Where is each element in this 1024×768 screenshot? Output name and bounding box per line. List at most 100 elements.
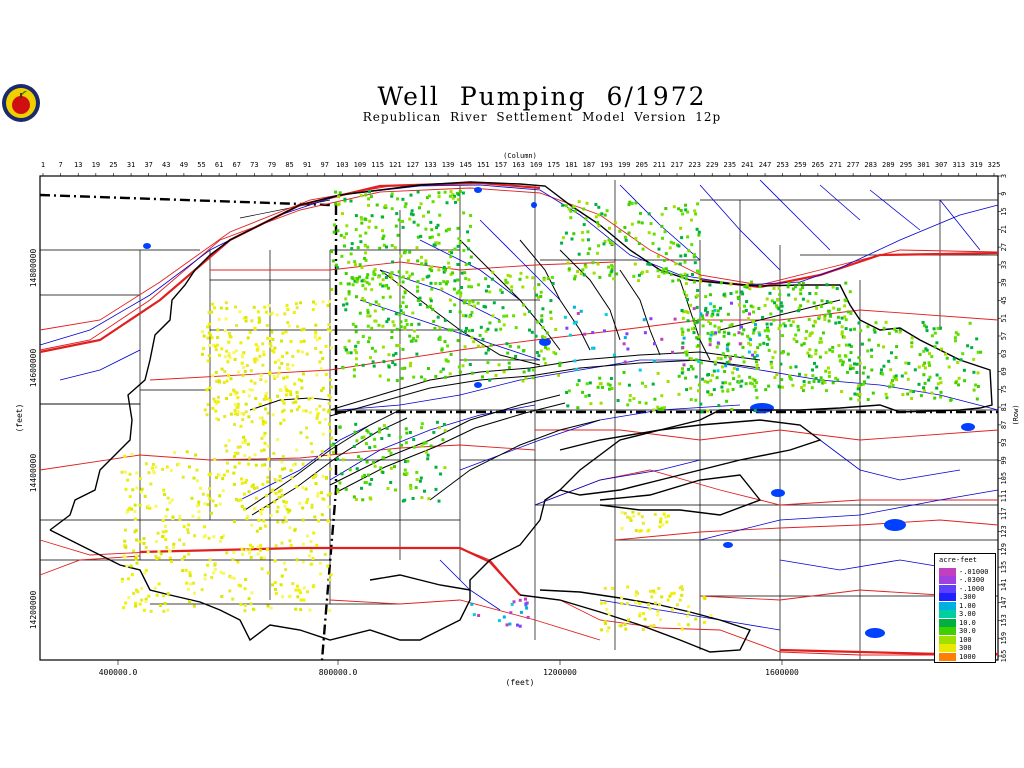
well-cell	[694, 617, 698, 621]
well-cell	[859, 383, 863, 387]
well-cell	[476, 344, 480, 348]
well-cell	[456, 244, 460, 248]
well-cell	[777, 286, 781, 290]
well-cell	[481, 344, 485, 348]
well-cell	[240, 547, 244, 551]
well-cell	[353, 430, 357, 434]
well-cell	[458, 190, 462, 193]
well-cell	[866, 325, 870, 329]
well-cell	[414, 339, 418, 343]
well-cell	[568, 333, 572, 337]
well-cell	[724, 381, 727, 385]
well-cell	[442, 270, 446, 274]
well-cell	[192, 581, 196, 585]
well-cell	[263, 431, 267, 435]
well-cell	[287, 510, 291, 514]
well-cell	[299, 431, 303, 435]
well-cell	[697, 389, 700, 393]
well-cell	[826, 309, 830, 313]
well-cell	[815, 285, 819, 289]
well-cell	[849, 328, 853, 332]
well-cell	[789, 365, 793, 369]
well-cell	[390, 244, 394, 247]
well-cell	[181, 569, 185, 573]
well-cell	[437, 499, 441, 503]
well-cell	[870, 348, 873, 352]
well-cell	[628, 200, 632, 204]
well-cell	[247, 394, 251, 398]
well-cell	[239, 603, 243, 606]
legend-swatch	[939, 627, 956, 635]
well-cell	[506, 281, 510, 285]
well-cell	[787, 318, 791, 322]
well-cell	[325, 476, 328, 479]
well-cell	[962, 368, 966, 372]
well-cell	[806, 299, 810, 303]
well-cell	[669, 272, 673, 276]
well-cell	[384, 204, 388, 208]
state-boundaries	[39, 193, 998, 661]
well-cell	[656, 405, 660, 409]
well-cell	[239, 498, 243, 502]
well-cell	[690, 357, 693, 361]
well-cell	[904, 361, 908, 365]
well-cell	[172, 545, 175, 549]
well-cell	[820, 340, 824, 344]
well-cell	[288, 595, 291, 599]
well-cell	[328, 395, 332, 399]
well-cell	[433, 327, 437, 330]
well-cell	[279, 421, 283, 425]
well-cell	[218, 494, 222, 498]
well-cell	[203, 573, 207, 577]
well-cell	[586, 238, 590, 242]
row-ticks: 3915212733394551576369758187939910511111…	[996, 174, 1008, 662]
column-tick-label: 49	[180, 161, 188, 169]
well-cell	[703, 620, 706, 624]
column-tick-label: 199	[618, 161, 631, 169]
well-cell	[600, 212, 604, 216]
well-cell	[401, 311, 405, 315]
well-cell	[689, 386, 693, 390]
well-cell	[910, 397, 914, 400]
well-cell	[365, 276, 369, 280]
well-cell	[367, 225, 371, 229]
well-cell	[523, 312, 527, 316]
well-cell	[313, 515, 317, 519]
well-cell	[420, 262, 424, 266]
well-cell	[542, 357, 546, 361]
well-cell	[232, 351, 236, 355]
well-cell	[600, 601, 604, 605]
well-cell	[439, 472, 443, 476]
well-cell	[737, 331, 741, 335]
well-cell	[715, 376, 719, 380]
well-cell	[214, 409, 218, 413]
well-cell	[140, 586, 144, 590]
well-cell	[211, 302, 215, 306]
well-cell	[840, 390, 844, 393]
well-cell	[370, 326, 374, 330]
well-cell	[972, 357, 976, 361]
well-cell	[251, 483, 255, 487]
well-cell	[373, 464, 377, 468]
well-cell	[797, 328, 801, 332]
well-cell	[315, 543, 319, 547]
well-cell	[516, 623, 519, 627]
well-cell	[215, 417, 219, 421]
well-cell	[877, 343, 880, 347]
well-cell	[250, 319, 254, 323]
well-cell	[271, 413, 275, 417]
well-cell	[297, 405, 301, 409]
well-cell	[456, 339, 460, 343]
well-cell	[866, 349, 870, 353]
well-cell	[288, 539, 292, 543]
well-cell	[457, 193, 461, 197]
well-cell	[327, 323, 331, 327]
well-cell	[565, 391, 569, 394]
well-cell	[355, 467, 359, 471]
well-cell	[649, 317, 653, 321]
well-cell	[765, 335, 769, 338]
well-cell	[494, 328, 498, 332]
well-cell	[755, 354, 759, 358]
well-cell	[505, 342, 509, 346]
well-cell	[797, 306, 801, 310]
